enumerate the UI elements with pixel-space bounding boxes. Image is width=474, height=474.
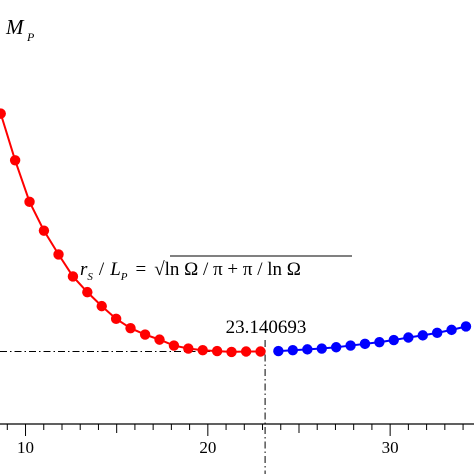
- series-1-point: [345, 340, 356, 351]
- formula-r: r: [80, 259, 88, 280]
- y-axis-label-subscript: P: [26, 30, 35, 44]
- x-tick-label: 30: [382, 438, 399, 457]
- series-points: [0, 108, 472, 358]
- x-tick-label: 10: [17, 438, 34, 457]
- series-0-point: [197, 345, 208, 356]
- series-1-point: [287, 345, 298, 356]
- y-axis-label-main: M: [5, 15, 25, 39]
- series-0-point: [168, 340, 180, 351]
- formula-annotation: rS / LP = √ln Ω / π + π / ln Ω: [80, 259, 301, 283]
- series-1-point: [330, 342, 342, 353]
- series-0-point: [110, 313, 122, 325]
- series-1-point: [374, 336, 385, 348]
- series-0-point: [38, 225, 50, 236]
- series-0-point: [82, 286, 93, 298]
- series-1-point: [273, 345, 284, 357]
- formula-sqrt: √: [154, 259, 165, 280]
- series-0-point: [183, 343, 194, 354]
- series-0-point: [0, 108, 6, 119]
- series-0-point: [226, 346, 237, 358]
- series-1-point: [359, 338, 371, 350]
- formula-L-subscript: P: [120, 271, 128, 283]
- series-0-point: [154, 334, 165, 345]
- formula-slash: /: [99, 259, 105, 280]
- formula-radicand: ln Ω / π + π / ln Ω: [165, 259, 301, 280]
- series-0-point: [53, 249, 64, 260]
- x-tick-label: 20: [199, 438, 216, 457]
- guide-lines: [0, 340, 266, 474]
- series-0-point: [9, 155, 21, 166]
- series-1-point: [302, 344, 313, 355]
- series-1-point: [417, 330, 428, 341]
- series-0-point: [240, 346, 252, 357]
- x-axis-ticks: 10 20 30: [6, 424, 464, 457]
- series-0-point: [139, 329, 151, 340]
- minimum-annotation-label: 23.140693: [226, 317, 307, 338]
- series-1-point: [403, 332, 414, 343]
- series-1-point: [431, 327, 443, 339]
- series-0-point: [24, 196, 35, 208]
- series-0-point: [255, 346, 266, 357]
- formula-L: L: [109, 259, 121, 280]
- series-0-point: [211, 345, 223, 357]
- series-1-point: [446, 324, 457, 336]
- formula-r-subscript: S: [87, 271, 93, 283]
- series-0-point: [96, 300, 107, 312]
- series-0-point: [67, 271, 79, 282]
- y-axis-label: M P: [5, 15, 35, 44]
- series-1-point: [388, 334, 399, 346]
- formula-equals: =: [136, 259, 147, 280]
- series-1-point: [460, 321, 472, 332]
- series-0-point: [125, 322, 136, 334]
- series-1-point: [316, 343, 327, 354]
